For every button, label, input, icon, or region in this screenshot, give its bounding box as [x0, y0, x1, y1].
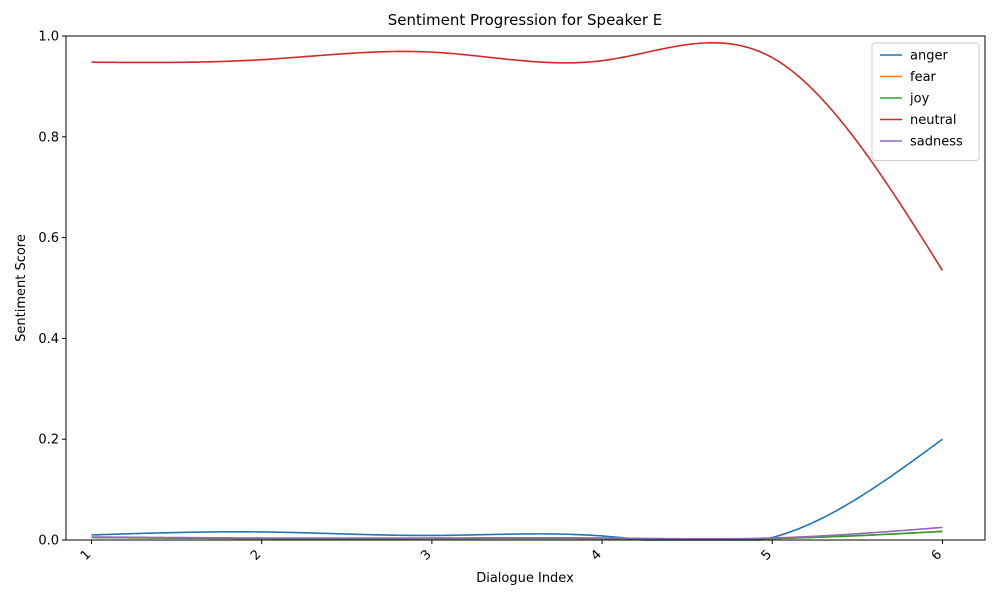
x-tick-label: 3 — [418, 547, 434, 563]
chart-title: Sentiment Progression for Speaker E — [388, 11, 663, 29]
y-tick-label: 0.2 — [38, 433, 59, 448]
x-axis-label: Dialogue Index — [476, 571, 574, 586]
plot-frame — [65, 35, 986, 541]
y-tick-label: 1.0 — [38, 30, 59, 45]
x-tick-label: 5 — [759, 547, 775, 563]
y-axis-label: Sentiment Score — [14, 234, 29, 342]
legend: anger fear joy neutral sadness — [871, 42, 980, 161]
y-tick-label: 0.6 — [38, 231, 59, 246]
series-line-anger — [91, 438, 943, 541]
x-axis-ticks: 1 2 3 4 5 6 — [78, 540, 945, 564]
x-tick-label: 4 — [588, 547, 604, 563]
y-tick-label: 0.0 — [38, 534, 59, 549]
y-tick-label: 0.4 — [38, 332, 59, 347]
y-axis-ticks: 0.0 0.2 0.4 0.6 0.8 1.0 — [38, 30, 66, 549]
legend-box — [871, 42, 980, 161]
plot-lines — [91, 41, 944, 541]
legend-label-anger: anger — [910, 49, 948, 64]
x-tick-label: 2 — [248, 547, 264, 563]
x-tick-label: 1 — [78, 547, 94, 563]
legend-label-sadness: sadness — [910, 135, 963, 150]
x-tick-label: 6 — [929, 547, 945, 563]
legend-label-fear: fear — [910, 70, 937, 85]
legend-label-neutral: neutral — [910, 113, 957, 128]
series-line-neutral — [91, 41, 944, 271]
y-tick-label: 0.8 — [38, 130, 59, 145]
series-line-sadness — [91, 526, 943, 540]
legend-label-joy: joy — [909, 92, 930, 107]
